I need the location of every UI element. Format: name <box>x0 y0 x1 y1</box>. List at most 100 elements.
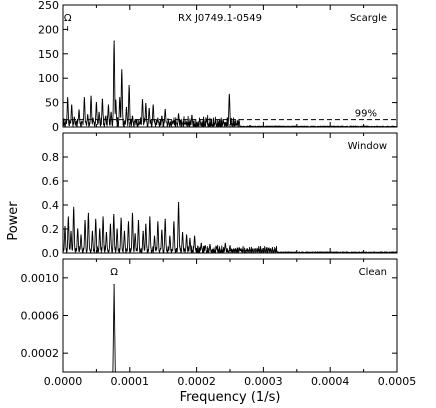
peak-point <box>113 283 115 286</box>
peak-point <box>127 221 130 223</box>
x-tick-label: 0.0000 <box>44 375 83 388</box>
peak-point <box>102 216 104 218</box>
y-tick-label: 0.0006 <box>21 310 60 323</box>
peak-point <box>239 248 241 250</box>
peak-point <box>99 228 101 230</box>
peak-point <box>185 234 188 236</box>
peak-point <box>200 242 202 244</box>
peak-point <box>109 223 112 225</box>
x-tick-label: 0.0001 <box>111 375 150 388</box>
x-tick-label: 0.0005 <box>378 375 417 388</box>
peak-point <box>125 106 128 109</box>
peak-point <box>90 95 92 97</box>
peak-point <box>87 114 89 116</box>
x-tick-label: 0.0002 <box>177 375 216 388</box>
y-tick-label: 0.6 <box>42 175 60 188</box>
y-tick-label: 0.4 <box>42 199 60 212</box>
peak-point <box>87 212 89 214</box>
peak-point <box>131 115 134 117</box>
peak-point <box>91 230 93 232</box>
spectrum-line <box>62 40 398 128</box>
peak-point <box>167 121 170 123</box>
x-tick-label: 0.0003 <box>244 375 283 388</box>
peak-point <box>119 97 121 99</box>
peak-point <box>189 238 191 240</box>
peak-point <box>84 220 86 222</box>
peak-point <box>105 115 107 117</box>
peak-point <box>121 69 123 71</box>
peak-point <box>67 216 69 218</box>
peak-point <box>177 202 180 204</box>
panel-label: Clean <box>359 267 387 278</box>
peak-point <box>142 230 144 232</box>
peak-point <box>224 242 226 244</box>
peak-point <box>172 120 174 122</box>
peak-point <box>145 223 147 225</box>
peak-point <box>222 120 224 122</box>
peak-point <box>131 212 134 214</box>
omega-annotation: Ω <box>110 267 118 278</box>
peak-point <box>249 124 251 127</box>
threshold-label: 99% <box>355 109 377 120</box>
peak-point <box>236 123 238 126</box>
y-tick-label: 100 <box>38 72 59 85</box>
peak-point <box>95 218 97 220</box>
peak-point <box>67 97 69 99</box>
peak-point <box>216 246 218 248</box>
peak-point <box>173 221 175 223</box>
peak-point <box>214 121 216 123</box>
peak-point <box>128 84 130 87</box>
peak-point <box>101 98 104 100</box>
peak-point <box>152 104 154 106</box>
y-tick-label: 0.2 <box>42 223 60 236</box>
peak-point <box>228 93 230 95</box>
peak-point <box>115 99 117 101</box>
peak-point <box>134 233 136 235</box>
peak-point <box>161 115 163 117</box>
y-tick-label: 150 <box>38 48 59 61</box>
peak-point <box>92 117 94 119</box>
y-axis-label: Power <box>6 201 21 241</box>
peak-point <box>81 121 83 123</box>
y-tick-label: 0.0 <box>42 247 60 260</box>
peak-point <box>276 250 278 252</box>
x-axis-label: Frequency (1/s) <box>180 390 281 405</box>
peak-point <box>229 245 231 247</box>
window-panel: 0.0 0.2 0.4 0.6 0.8 Window <box>42 132 398 260</box>
y-tick-label: 0.0010 <box>21 272 60 285</box>
peak-point <box>98 111 100 113</box>
peak-point <box>256 250 258 252</box>
clean-panel: 0.0002 0.0006 0.0010 0.0000 0.0001 0.0002 0.00… <box>21 258 417 388</box>
peak-point <box>113 214 115 216</box>
y-tick-label: 0 <box>52 121 59 134</box>
peak-point <box>137 220 140 222</box>
peak-point <box>161 229 163 231</box>
peak-point <box>169 235 171 237</box>
peak-point <box>107 104 110 106</box>
peak-point <box>113 40 115 42</box>
peak-point <box>191 114 193 116</box>
spectrum-line <box>63 283 397 373</box>
peak-point <box>73 206 75 208</box>
peak-point <box>105 232 108 234</box>
peak-point <box>80 234 82 236</box>
peak-point <box>164 218 166 220</box>
peak-point <box>77 228 79 230</box>
peak-point <box>70 230 72 232</box>
peak-point <box>184 122 186 124</box>
peak-point <box>148 107 150 110</box>
peak-point <box>206 118 208 120</box>
peak-point <box>164 108 166 111</box>
chart-title: RX J0749.1-0549 <box>178 13 262 24</box>
y-tick-label: 50 <box>45 97 59 110</box>
peak-point <box>116 228 118 230</box>
peak-point <box>123 230 126 232</box>
peak-point <box>120 217 122 219</box>
y-tick-label: 0.8 <box>42 151 60 164</box>
peak-point <box>110 111 112 113</box>
peak-point <box>149 216 151 218</box>
x-tick-label: 0.0004 <box>311 375 350 388</box>
peak-point <box>153 235 156 237</box>
y-tick-label: 250 <box>38 0 59 12</box>
